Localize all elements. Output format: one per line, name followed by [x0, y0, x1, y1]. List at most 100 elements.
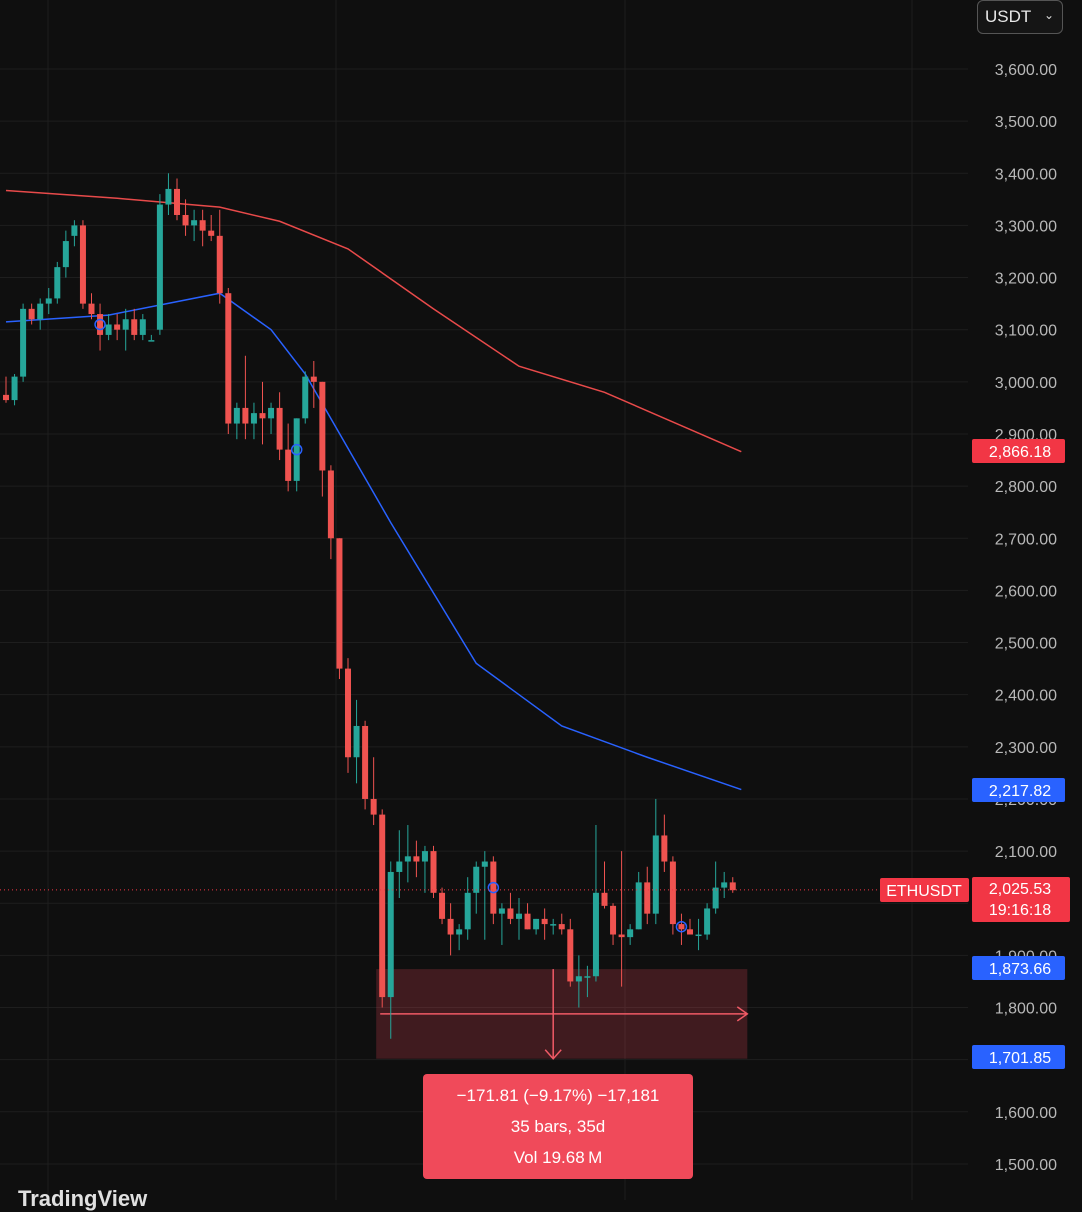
candle-body[interactable]: [268, 407, 275, 419]
candle-body[interactable]: [541, 918, 548, 925]
ma-slow-price-tag: 2,866.18: [989, 444, 1051, 461]
candle-body[interactable]: [259, 413, 266, 419]
candle-body[interactable]: [661, 835, 668, 862]
candle-body[interactable]: [139, 319, 146, 335]
candle-body[interactable]: [88, 303, 95, 315]
candle-body[interactable]: [669, 861, 676, 925]
candle-body[interactable]: [174, 188, 180, 215]
candle-body[interactable]: [225, 293, 232, 424]
candle-body[interactable]: [567, 929, 574, 982]
candle-body[interactable]: [45, 298, 52, 304]
candle-body[interactable]: [182, 214, 189, 226]
candle-body[interactable]: [105, 324, 112, 335]
candle-body[interactable]: [404, 856, 411, 862]
candle-body[interactable]: [421, 851, 428, 862]
candle-body[interactable]: [20, 308, 27, 377]
candle-body[interactable]: [165, 188, 172, 205]
candle-body[interactable]: [464, 892, 471, 930]
candle-body[interactable]: [327, 470, 334, 539]
candle-body[interactable]: [285, 449, 292, 481]
candle-body[interactable]: [250, 413, 257, 424]
currency-select[interactable]: USDT ⌄: [977, 0, 1063, 34]
candle-body[interactable]: [729, 882, 736, 891]
candle-body[interactable]: [456, 929, 463, 935]
candlestick-series[interactable]: [3, 173, 736, 1039]
candle-body[interactable]: [3, 394, 9, 401]
candle-body[interactable]: [310, 376, 317, 382]
candle-body[interactable]: [721, 882, 728, 888]
candle-body[interactable]: [687, 929, 693, 935]
candle-body[interactable]: [79, 225, 86, 304]
candle-body[interactable]: [498, 908, 505, 914]
candle-body[interactable]: [319, 381, 326, 471]
candle-body[interactable]: [704, 908, 711, 935]
candle-body[interactable]: [473, 866, 480, 893]
candle-body[interactable]: [353, 725, 360, 758]
measure-tool[interactable]: [376, 969, 749, 1060]
candle-body[interactable]: [533, 918, 540, 930]
candle-body[interactable]: [242, 407, 249, 424]
candle-body[interactable]: [396, 861, 403, 872]
candle-body[interactable]: [62, 241, 69, 268]
candle-body[interactable]: [413, 856, 420, 862]
candle-body[interactable]: [54, 267, 61, 299]
candle-body[interactable]: [601, 892, 608, 906]
candle-body[interactable]: [447, 918, 454, 935]
candle-body[interactable]: [575, 976, 582, 982]
candle-body[interactable]: [28, 308, 35, 320]
candle-body[interactable]: [652, 835, 659, 914]
candle-body[interactable]: [345, 668, 351, 758]
candle-body[interactable]: [379, 814, 386, 998]
candle-body[interactable]: [131, 319, 138, 335]
measure-bars: 35 bars, 35d: [510, 1117, 606, 1136]
candle-body[interactable]: [550, 924, 557, 926]
ma-fast-line: [5, 292, 742, 791]
candle-body[interactable]: [114, 324, 121, 330]
candle-body[interactable]: [199, 220, 206, 231]
candle-body[interactable]: [524, 913, 531, 930]
candle-body[interactable]: [276, 407, 283, 450]
candle-body[interactable]: [97, 314, 104, 335]
candle-body[interactable]: [712, 887, 719, 909]
candle-body[interactable]: [216, 235, 223, 294]
candle-body[interactable]: [191, 220, 198, 226]
candle-body[interactable]: [695, 934, 702, 937]
measure-high-tag: 1,873.66: [989, 961, 1051, 978]
candle-body[interactable]: [592, 892, 599, 977]
candle-body[interactable]: [293, 418, 300, 481]
candle-body[interactable]: [37, 303, 44, 320]
candle-body[interactable]: [618, 934, 625, 938]
price-tick-label: 3,600.00: [995, 62, 1057, 79]
candle-body[interactable]: [208, 230, 215, 236]
candle-body[interactable]: [11, 376, 18, 401]
candle-body[interactable]: [439, 892, 446, 919]
candle-body[interactable]: [302, 376, 309, 419]
candle-body[interactable]: [490, 861, 497, 914]
price-tick-label: 3,400.00: [995, 166, 1057, 183]
candle-body[interactable]: [644, 882, 651, 914]
price-tick-label: 2,400.00: [995, 688, 1057, 705]
candle-body[interactable]: [430, 851, 437, 893]
swing-marker: [290, 443, 303, 456]
candle-body[interactable]: [336, 538, 343, 669]
candle-body[interactable]: [156, 204, 163, 330]
candle-body[interactable]: [584, 976, 591, 978]
candle-body[interactable]: [71, 225, 78, 236]
candle-body[interactable]: [122, 319, 129, 330]
candle-body[interactable]: [481, 861, 488, 867]
candle-body[interactable]: [370, 798, 377, 815]
candle-body[interactable]: [558, 924, 565, 930]
candle-body[interactable]: [635, 882, 642, 930]
chevron-down-icon: ⌄: [1043, 8, 1054, 22]
candle-body[interactable]: [148, 340, 155, 342]
candle-body[interactable]: [387, 871, 394, 998]
candle-body[interactable]: [507, 908, 514, 919]
candle-body[interactable]: [627, 929, 634, 938]
candle-body[interactable]: [233, 407, 240, 424]
candle-body[interactable]: [362, 725, 369, 799]
candle-body[interactable]: [610, 905, 617, 935]
last-price-value: 2,025.53: [989, 881, 1051, 898]
candle-body[interactable]: [678, 924, 685, 930]
candle-body[interactable]: [516, 913, 522, 919]
